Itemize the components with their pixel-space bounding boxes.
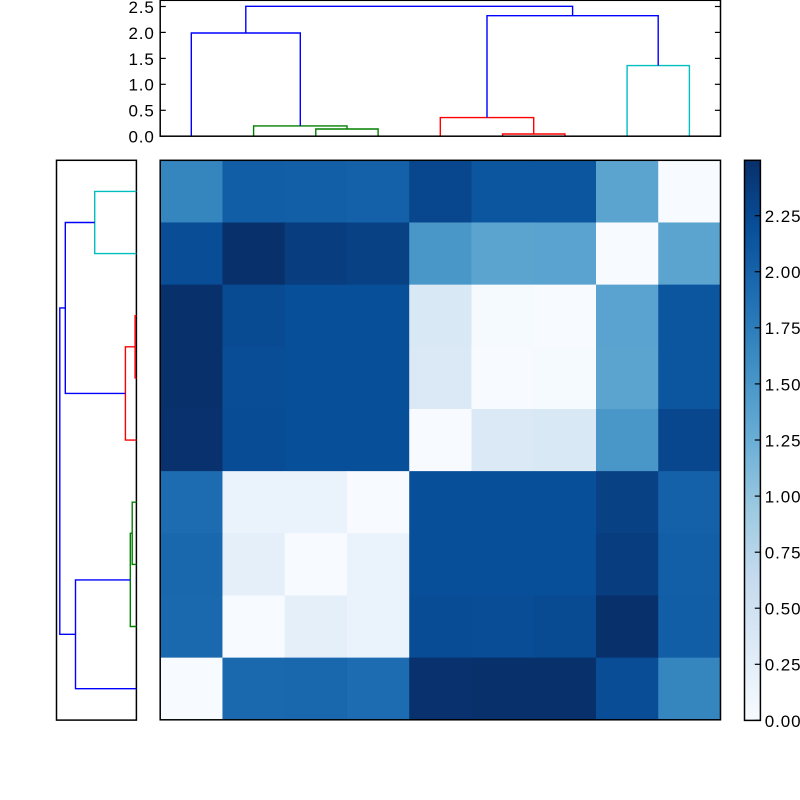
svg-text:0.5: 0.5 xyxy=(128,102,154,121)
svg-text:2.5: 2.5 xyxy=(128,0,154,17)
svg-text:0.25: 0.25 xyxy=(765,656,800,675)
svg-text:0.00: 0.00 xyxy=(765,712,800,731)
svg-text:2.25: 2.25 xyxy=(765,207,800,226)
svg-text:1.75: 1.75 xyxy=(765,319,800,338)
svg-text:1.0: 1.0 xyxy=(128,76,154,95)
svg-text:2.00: 2.00 xyxy=(765,263,800,282)
svg-text:1.00: 1.00 xyxy=(765,487,800,506)
svg-text:0.75: 0.75 xyxy=(765,544,800,563)
svg-text:0.50: 0.50 xyxy=(765,600,800,619)
svg-text:1.50: 1.50 xyxy=(765,375,800,394)
svg-text:0.0: 0.0 xyxy=(128,128,154,147)
svg-text:1.5: 1.5 xyxy=(128,50,154,69)
svg-text:1.25: 1.25 xyxy=(765,431,800,450)
svg-text:2.0: 2.0 xyxy=(128,24,154,43)
